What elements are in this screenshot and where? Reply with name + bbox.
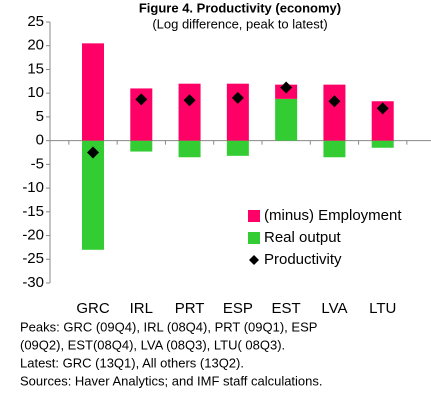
x-tick-label: ESP [223,300,253,317]
y-tick-label: -20 [22,227,44,244]
y-tick-label: 25 [27,13,44,30]
marker [183,94,196,107]
marker [231,91,244,104]
bar [130,88,153,141]
bar [178,83,201,141]
y-tick-label: -5 [31,155,44,172]
y-tick-label: -30 [22,274,44,291]
bar [82,140,104,250]
x-tick-label: EST [272,300,301,317]
legend-swatch [248,210,260,222]
x-tick-label: IRL [130,300,153,317]
legend-swatch [249,255,259,265]
legend-label: Productivity [264,251,342,268]
note: Latest: GRC (13Q1), All others (13Q2). [20,355,244,370]
y-tick-label: -25 [22,250,44,267]
marker [135,93,148,106]
x-tick-label: PRT [175,300,205,317]
y-tick-label: -15 [22,203,44,220]
marker [280,81,293,94]
y-tick-label: 20 [27,37,44,54]
y-tick-label: 10 [27,84,44,101]
note: (09Q2), EST(08Q4), LVA (08Q3), LTU( 08Q3… [20,337,285,352]
y-tick-label: 0 [36,132,44,149]
legend-label: Real output [264,229,342,246]
bar [226,140,249,156]
note: Peaks: GRC (09Q4), IRL (08Q4), PRT (09Q1… [20,319,317,334]
legend-swatch [248,232,260,244]
bar [323,84,346,141]
bar [178,140,201,158]
marker [87,146,99,159]
bar [371,140,394,148]
y-tick-label: 15 [27,60,44,77]
x-tick-label: GRC [76,300,110,317]
bar [371,101,394,141]
marker [328,95,341,108]
chart-title: Figure 4. Productivity (economy) [139,0,341,15]
bar [323,140,346,158]
bar [275,98,298,141]
marker [376,102,389,115]
y-tick-label: 5 [36,108,44,125]
x-tick-label: LTU [369,300,396,317]
bar [82,43,104,141]
chart-subtitle: (Log difference, peak to latest) [152,16,327,31]
note: Sources: Haver Analytics; and IMF staff … [20,373,323,388]
y-tick-label: -10 [22,179,44,196]
x-tick-label: LVA [321,300,347,317]
bar [130,140,153,152]
legend-label: (minus) Employment [264,207,402,224]
